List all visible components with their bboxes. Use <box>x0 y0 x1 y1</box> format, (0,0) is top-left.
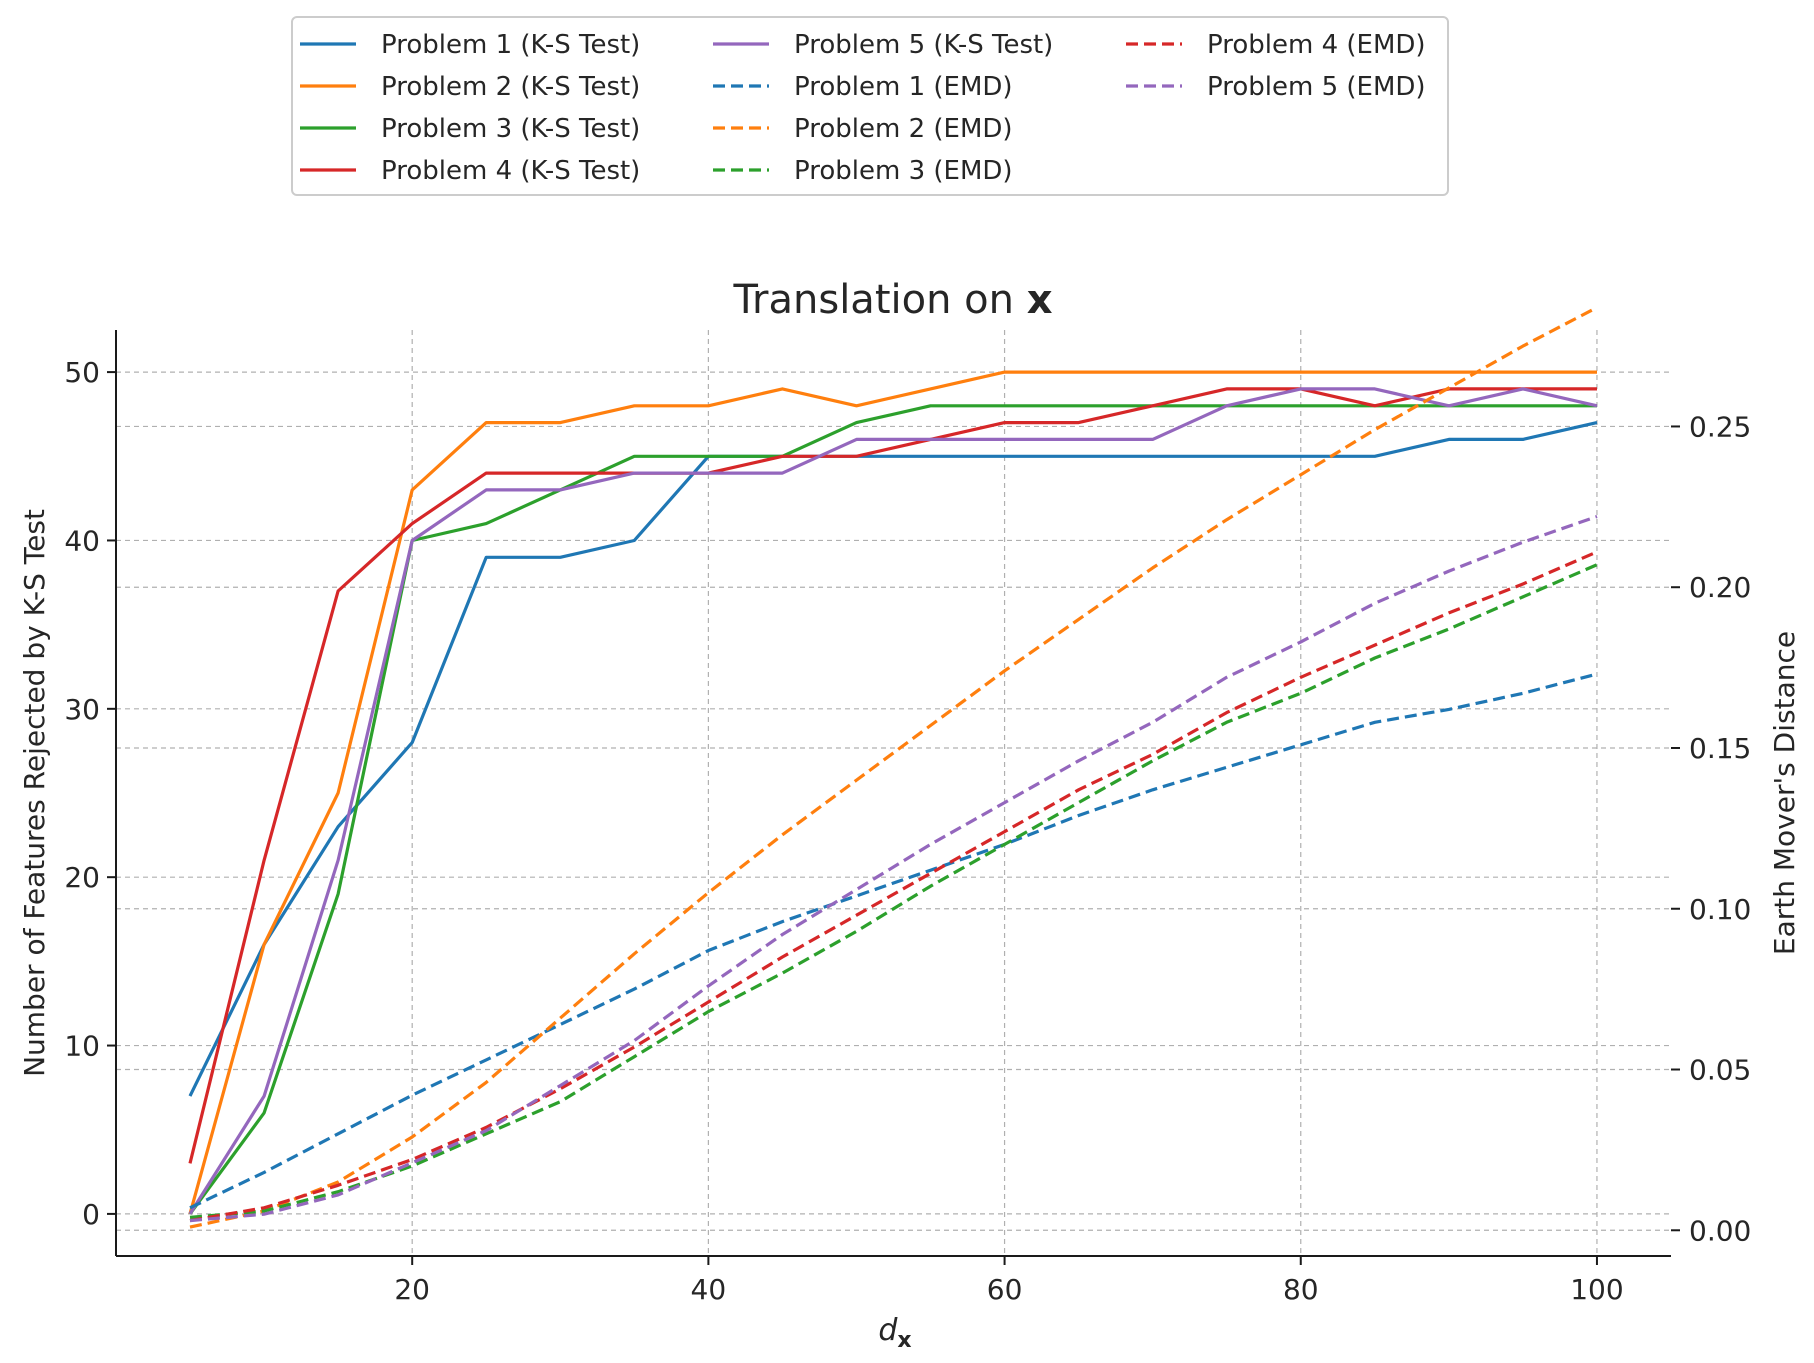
y2-tick-label: 0.20 <box>1689 571 1751 604</box>
y2-tick-label: 0.10 <box>1689 893 1751 926</box>
legend-label-2: Problem 2 (K-S Test) <box>381 72 640 102</box>
legend-frame <box>291 16 1449 196</box>
x-tick-label: 100 <box>1570 1273 1623 1306</box>
y2-tick-label: 0.15 <box>1689 732 1751 765</box>
legend-label-6: Problem 1 (EMD) <box>794 72 1013 102</box>
series-line-5 <box>188 387 1598 1215</box>
legend-label-9: Problem 4 (EMD) <box>1207 30 1426 60</box>
y2-tick-label: 0.00 <box>1689 1214 1751 1247</box>
y-tick-label: 0 <box>82 1198 100 1231</box>
axes <box>115 330 1671 1257</box>
x-tick-label: 20 <box>394 1273 430 1306</box>
legend-label-1: Problem 1 (K-S Test) <box>381 30 640 60</box>
y-axis-label: Number of Features Rejected by K-S Test <box>18 509 51 1077</box>
series-line-3 <box>188 404 1597 1215</box>
grid-lines <box>116 330 1671 1256</box>
chart-title-bold: x <box>1027 277 1053 323</box>
series-line-1 <box>188 421 1598 1097</box>
series-line-6 <box>189 672 1598 1210</box>
y-tick-label: 30 <box>64 693 100 726</box>
x-tick-label: 80 <box>1283 1273 1319 1306</box>
y-tick-label: 50 <box>64 356 100 389</box>
x-tick-label: 60 <box>987 1273 1023 1306</box>
legend-label-8: Problem 3 (EMD) <box>794 156 1013 186</box>
y2-axis-label: Earth Mover's Distance <box>1768 631 1801 955</box>
chart-title-text: Translation on <box>732 277 1026 323</box>
y-tick-label: 10 <box>64 1030 100 1063</box>
x-axis-label-subscript: x <box>897 1328 911 1353</box>
x-axis-label-main: d <box>878 1313 898 1348</box>
legend-label-3: Problem 3 (K-S Test) <box>381 114 640 144</box>
y2-tick-label: 0.25 <box>1689 410 1751 443</box>
series-line-10 <box>189 514 1598 1223</box>
y2-tick-label: 0.05 <box>1689 1054 1751 1087</box>
series-line-7 <box>189 306 1598 1229</box>
series-line-2 <box>188 370 1597 1215</box>
series-lines <box>188 306 1598 1229</box>
series-line-4 <box>188 387 1597 1164</box>
tick-labels: 20 40 60 80 100 0 10 20 30 40 50 0.00 0.05 0.10 0.15 0.… <box>64 356 1751 1306</box>
series-line-8 <box>189 563 1598 1219</box>
chart-title: Translation on x <box>732 277 1052 323</box>
legend-label-4: Problem 4 (K-S Test) <box>381 156 640 186</box>
series-line-9 <box>189 550 1598 1223</box>
legend-label-5: Problem 5 (K-S Test) <box>794 30 1053 60</box>
y-tick-label: 20 <box>64 861 100 894</box>
legend-items: Problem 1 (K-S Test) Problem 2 (K-S Test)… <box>300 30 1426 186</box>
x-tick-label: 40 <box>691 1273 727 1306</box>
y-tick-label: 40 <box>64 524 100 557</box>
legend-label-10: Problem 5 (EMD) <box>1207 72 1426 102</box>
x-axis-label: dx <box>878 1313 911 1353</box>
legend-label-7: Problem 2 (EMD) <box>794 114 1013 144</box>
legend: Problem 1 (K-S Test) Problem 2 (K-S Test)… <box>291 16 1449 196</box>
